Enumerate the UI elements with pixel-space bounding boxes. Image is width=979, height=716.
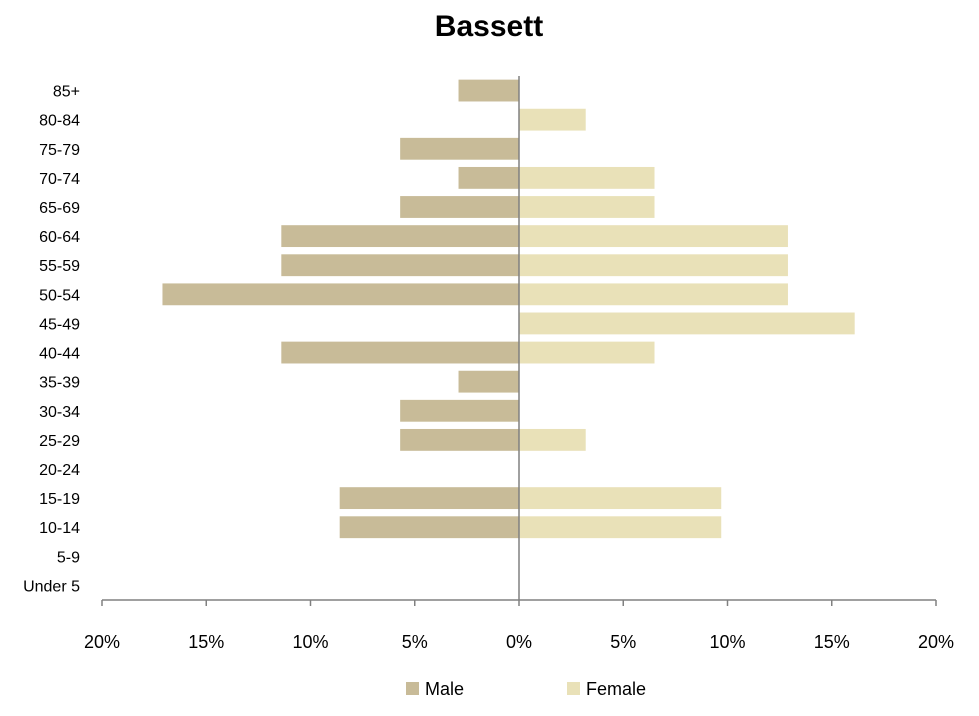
- category-label: 35-39: [39, 375, 80, 392]
- category-label: 70-74: [39, 171, 80, 188]
- bars-group: [162, 79, 855, 539]
- bar-male-40-44: [281, 341, 519, 364]
- bar-male-15-19: [339, 487, 519, 510]
- x-tick-label: 0%: [506, 632, 532, 652]
- legend-label-female: Female: [586, 679, 646, 699]
- x-tick-label: 10%: [292, 632, 328, 652]
- category-label: 40-44: [39, 346, 80, 363]
- category-label: 50-54: [39, 287, 80, 304]
- x-tick-label: 20%: [918, 632, 954, 652]
- x-tick-label: 5%: [610, 632, 636, 652]
- category-label: 75-79: [39, 142, 80, 159]
- x-tick-label: 5%: [402, 632, 428, 652]
- legend-label-male: Male: [425, 679, 464, 699]
- bar-male-75-79: [400, 137, 519, 160]
- bar-male-35-39: [458, 370, 519, 393]
- bar-male-85+: [458, 79, 519, 102]
- bar-male-10-14: [339, 516, 519, 539]
- bar-female-15-19: [519, 487, 722, 510]
- tick-labels-group: 20% 15% 10% 5% 0% 5% 10% 15% 20%: [84, 600, 954, 652]
- category-label: 60-64: [39, 229, 80, 246]
- bar-male-60-64: [281, 225, 519, 248]
- legend: Male Female: [406, 679, 646, 699]
- x-tick-label: 20%: [84, 632, 120, 652]
- category-label: 65-69: [39, 200, 80, 217]
- bar-male-30-34: [400, 399, 519, 422]
- category-label: 10-14: [39, 520, 80, 537]
- bar-male-55-59: [281, 254, 519, 277]
- category-label: 30-34: [39, 404, 80, 421]
- category-label: 15-19: [39, 491, 80, 508]
- bar-female-65-69: [519, 196, 655, 218]
- bar-male-50-54: [162, 283, 519, 306]
- bar-male-70-74: [458, 166, 519, 189]
- bar-female-70-74: [519, 166, 655, 189]
- x-tick-label: 15%: [188, 632, 224, 652]
- bar-female-80-84: [519, 108, 586, 131]
- bar-female-55-59: [519, 254, 788, 277]
- bar-female-40-44: [519, 341, 655, 364]
- category-label: 25-29: [39, 433, 80, 450]
- bar-female-25-29: [519, 428, 586, 451]
- category-label: Under 5: [23, 578, 80, 595]
- category-label: 5-9: [57, 549, 80, 566]
- category-label: 85+: [53, 84, 80, 101]
- bar-male-25-29: [400, 428, 519, 451]
- x-tick-label: 15%: [814, 632, 850, 652]
- bar-male-65-69: [400, 196, 519, 218]
- bar-female-60-64: [519, 225, 788, 248]
- category-label: 55-59: [39, 258, 80, 275]
- category-label: 20-24: [39, 462, 80, 479]
- category-label: 45-49: [39, 316, 80, 333]
- x-tick-label: 10%: [709, 632, 745, 652]
- category-label: 80-84: [39, 113, 80, 130]
- legend-swatch-female: [567, 682, 580, 695]
- chart-title: Bassett: [435, 10, 543, 43]
- axes-group: [102, 76, 936, 601]
- bar-female-10-14: [519, 516, 722, 539]
- bar-female-50-54: [519, 283, 788, 306]
- legend-swatch-male: [406, 682, 419, 695]
- bar-female-45-49: [519, 312, 855, 335]
- category-labels-group: 85+ 80-84 75-79 70-74 65-69 60-64 55-59 50-54 45…: [23, 84, 80, 596]
